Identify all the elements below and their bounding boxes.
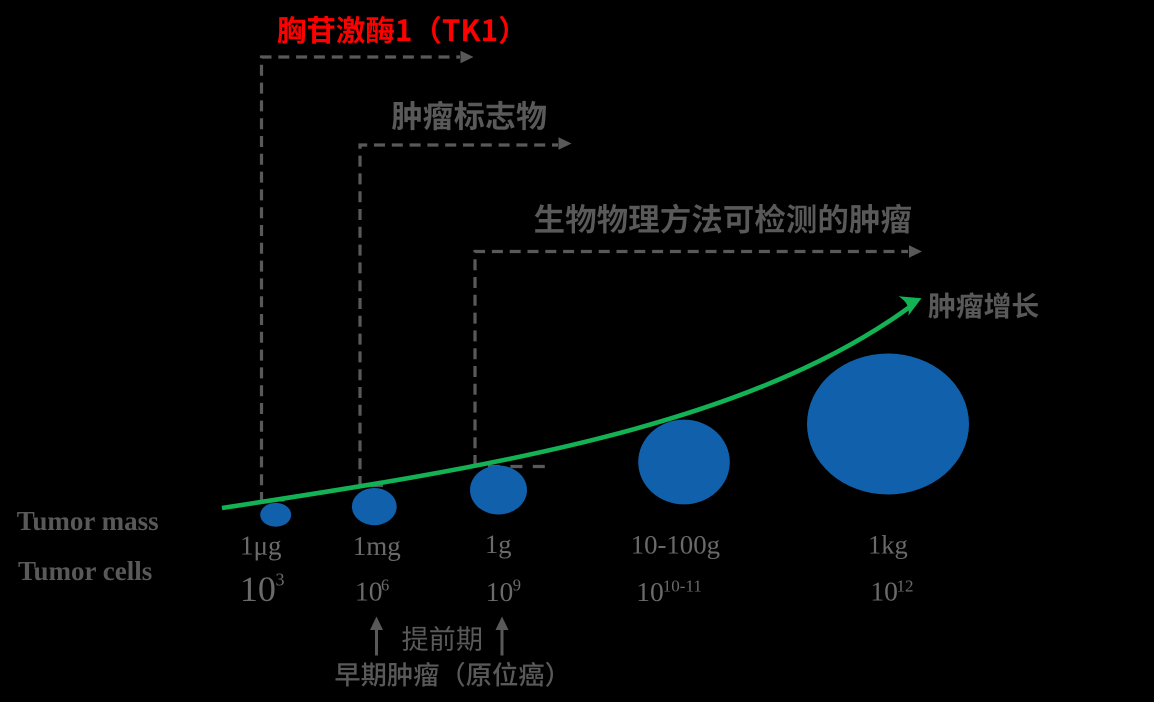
svg-text:10: 10: [636, 576, 664, 607]
svg-text:10: 10: [870, 576, 898, 607]
svg-text:12: 12: [897, 577, 914, 596]
svg-text:10-11: 10-11: [663, 577, 702, 596]
svg-text:1mg: 1mg: [353, 531, 401, 561]
svg-text:Tumor mass: Tumor mass: [17, 506, 159, 536]
svg-text:9: 9: [513, 576, 521, 595]
svg-text:10-100g: 10-100g: [631, 530, 720, 560]
svg-text:1g: 1g: [485, 529, 512, 559]
svg-text:3: 3: [276, 570, 285, 590]
svg-text:1kg: 1kg: [868, 530, 908, 560]
svg-text:10: 10: [240, 569, 276, 609]
svg-text:Tumor cells: Tumor cells: [18, 556, 152, 586]
svg-text:6: 6: [381, 576, 389, 595]
svg-text:1μg: 1μg: [240, 531, 281, 561]
svg-text:10: 10: [486, 576, 514, 607]
svg-text:10: 10: [355, 576, 383, 607]
